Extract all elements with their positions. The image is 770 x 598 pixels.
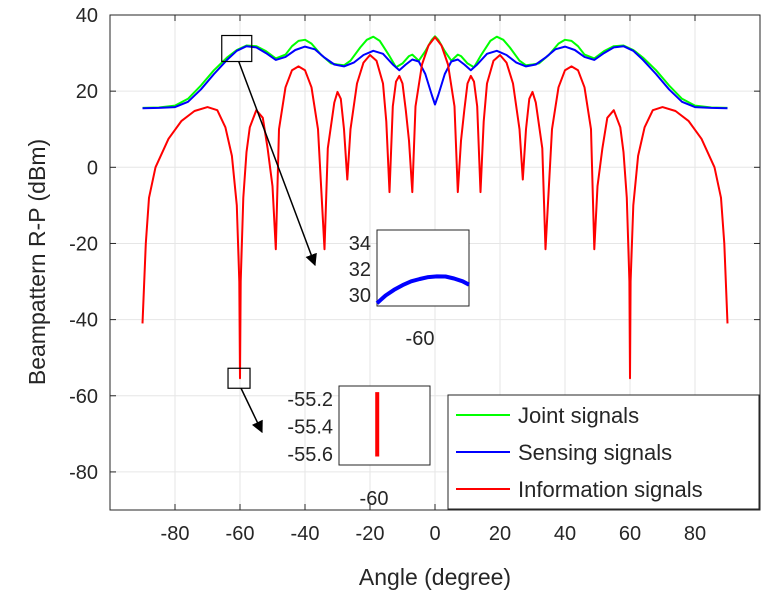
y-tick-label: -80 — [69, 462, 98, 484]
x-tick-label: 20 — [489, 523, 511, 545]
inset-lower-xtick-label: -60 — [360, 488, 389, 510]
inset-lower-ytick-label: -55.2 — [287, 389, 333, 411]
inset-lower-ytick-label: -55.4 — [287, 417, 333, 439]
inset-upper: 34 32 30 -60 — [349, 229, 470, 350]
inset-upper-arrow — [238, 61, 317, 267]
inset-lower-frame — [338, 385, 431, 466]
inset-lower-arrow — [240, 387, 263, 434]
inset-lower-ytick-label: -55.6 — [287, 444, 333, 466]
y-axis-label: Beampattern R-P (dBm) — [24, 139, 50, 385]
inset-upper-ytick-label: 32 — [349, 259, 371, 281]
inset-lower: -55.2 -55.4 -55.6 -60 — [287, 385, 431, 510]
x-tick-label: 0 — [429, 523, 440, 545]
legend-label-1: Joint signals — [518, 403, 639, 428]
legend: Joint signals Sensing signals Information … — [447, 394, 760, 510]
inset-upper-ytick-label: 34 — [349, 233, 371, 255]
series-line-sensing-signals — [142, 45, 728, 110]
ticks: -80 -60 -40 -20 0 20 40 60 80 -80 -60 -40 -20 0 20 40 — [69, 5, 760, 545]
x-tick-label: -40 — [291, 523, 320, 545]
y-tick-label: 40 — [76, 5, 98, 27]
inset-upper-ytick-label: 30 — [349, 285, 371, 307]
inset-upper-xtick-label: -60 — [406, 328, 435, 350]
y-tick-label: 20 — [76, 81, 98, 103]
x-tick-label: 80 — [684, 523, 706, 545]
x-tick-label: 60 — [619, 523, 641, 545]
legend-label-3: Information signals — [518, 477, 703, 502]
y-tick-label: -60 — [69, 386, 98, 408]
x-tick-label: -20 — [356, 523, 385, 545]
x-tick-label: -80 — [161, 523, 190, 545]
y-tick-label: 0 — [87, 157, 98, 179]
legend-label-2: Sensing signals — [518, 440, 672, 465]
inset-upper-curve — [375, 274, 470, 305]
inset-lower-zoom-box — [227, 367, 251, 389]
x-tick-label: -60 — [226, 523, 255, 545]
inset-upper-frame — [376, 229, 470, 307]
inset-upper-zoom-box — [221, 34, 253, 63]
y-tick-label: -20 — [69, 233, 98, 255]
annotations — [221, 34, 317, 434]
y-tick-label: -40 — [69, 310, 98, 332]
insets: 34 32 30 -60 -55.2 -55.4 -55.6 -60 — [287, 229, 470, 510]
x-axis-label: Angle (degree) — [359, 564, 511, 590]
x-tick-label: 40 — [554, 523, 576, 545]
